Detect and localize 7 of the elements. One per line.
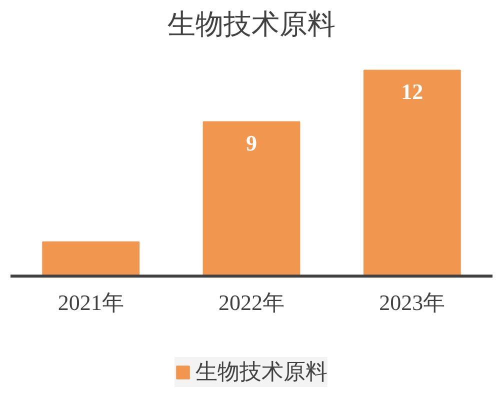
x-tick-label: 2021年 xyxy=(58,290,124,316)
legend-label: 生物技术原料 xyxy=(196,359,328,387)
chart-title: 生物技术原料 xyxy=(168,8,336,40)
data-label: 12 xyxy=(401,79,424,104)
x-tick-label: 2023年 xyxy=(379,290,446,316)
data-label: 9 xyxy=(246,130,257,156)
x-tick-label: 2022年 xyxy=(218,290,284,316)
